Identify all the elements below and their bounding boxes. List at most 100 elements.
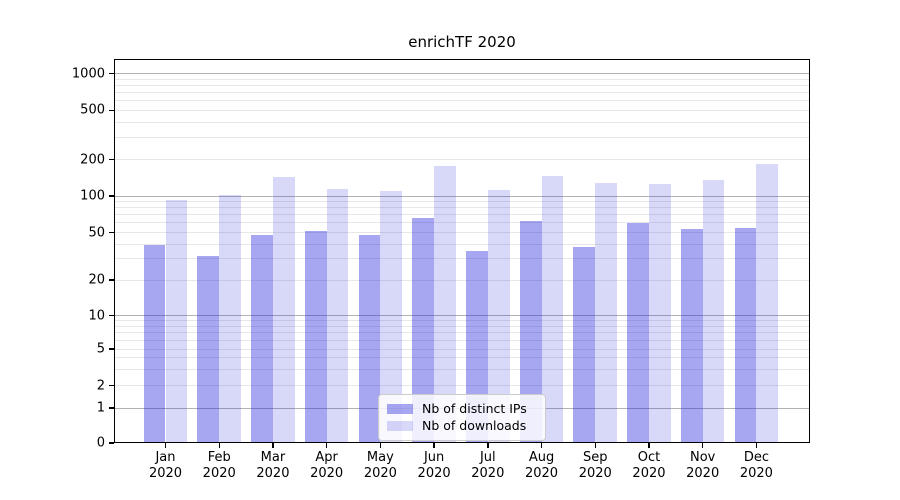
x-tick-label: Mar 2020 — [256, 450, 289, 482]
x-tick-year: 2020 — [363, 466, 397, 481]
gridline-major — [114, 195, 810, 197]
x-tick-month: Nov — [690, 450, 716, 465]
y-tick-mark — [109, 109, 114, 111]
bar-distinct-ips-sep — [573, 246, 596, 443]
y-tick-label: 10 — [88, 308, 105, 323]
x-tick-mark — [164, 443, 167, 448]
bar-distinct-ips-mar — [251, 234, 273, 443]
bar-distinct-ips-apr — [304, 231, 327, 443]
gridline-minor — [114, 207, 810, 209]
x-tick-month: Mar — [260, 450, 286, 465]
x-tick-mark — [218, 443, 220, 448]
bar-downloads-jul — [487, 189, 510, 443]
gridline-minor — [114, 214, 810, 216]
gridline-minor — [114, 243, 810, 245]
x-tick-year: 2020 — [471, 466, 505, 481]
gridline-minor — [114, 201, 810, 203]
gridline-minor — [114, 91, 810, 93]
x-tick-label: Apr 2020 — [310, 450, 343, 482]
gridline-minor — [114, 232, 810, 233]
gridline-minor — [114, 332, 810, 334]
x-tick-month: Sep — [582, 450, 608, 465]
bar-downloads-nov — [702, 180, 725, 443]
bar-downloads-jun — [434, 166, 456, 443]
gridline-minor — [114, 78, 810, 80]
y-tick-mark — [109, 158, 114, 161]
gridline-minor — [114, 279, 810, 281]
x-tick-year: 2020 — [632, 466, 666, 481]
gridline-minor — [114, 385, 810, 386]
gridline-minor — [114, 84, 810, 86]
legend-row-downloads: Nb of downloads — [387, 417, 537, 434]
x-tick-year: 2020 — [256, 466, 290, 481]
x-tick-label: Jun 2020 — [418, 450, 451, 482]
x-tick-month: Apr — [315, 450, 338, 465]
bar-downloads-aug — [541, 176, 564, 443]
x-tick-mark — [648, 443, 650, 448]
bar-distinct-ips-oct — [627, 222, 649, 443]
bar-downloads-dec — [756, 164, 779, 443]
chart-title: enrichTF 2020 — [408, 33, 516, 51]
y-tick-mark — [109, 384, 114, 387]
x-tick-year: 2020 — [686, 466, 720, 481]
gridline-minor — [114, 339, 810, 341]
bar-distinct-ips-jan — [143, 245, 166, 443]
x-tick-mark — [540, 443, 543, 448]
bar-distinct-ips-feb — [197, 255, 220, 443]
y-tick-label: 5 — [96, 341, 105, 357]
x-tick-year: 2020 — [417, 466, 451, 481]
y-tick-label: 20 — [88, 272, 105, 288]
y-tick-mark — [109, 279, 114, 281]
y-tick-label: 500 — [80, 102, 105, 118]
bar-distinct-ips-jun — [412, 217, 435, 443]
legend-label-downloads: Nb of downloads — [422, 418, 527, 433]
y-tick-label: 2 — [96, 378, 105, 393]
x-tick-label: Feb 2020 — [203, 450, 236, 482]
y-tick-label: 50 — [88, 225, 105, 240]
x-tick-label: Oct 2020 — [632, 450, 665, 482]
x-tick-year: 2020 — [310, 466, 344, 481]
y-tick-mark — [109, 407, 114, 409]
bar-downloads-apr — [326, 189, 349, 443]
legend-swatch-distinct-ips-icon — [387, 403, 413, 414]
x-tick-mark — [594, 443, 596, 448]
x-tick-mark — [755, 443, 758, 448]
x-tick-label: Jul 2020 — [471, 450, 504, 482]
x-tick-month: Oct — [637, 450, 661, 465]
x-tick-year: 2020 — [524, 466, 559, 481]
bar-downloads-may — [380, 190, 403, 443]
x-tick-mark — [272, 443, 274, 448]
bar-downloads-mar — [272, 176, 295, 443]
x-tick-mark — [487, 443, 489, 448]
x-tick-mark — [379, 443, 382, 448]
y-tick-label: 1 — [96, 400, 105, 416]
y-tick-label: 200 — [80, 152, 105, 167]
y-tick-mark — [109, 195, 114, 197]
bar-downloads-feb — [219, 194, 242, 443]
x-tick-mark — [325, 443, 328, 448]
x-tick-year: 2020 — [739, 466, 773, 481]
gridline-minor — [114, 320, 810, 322]
gridline-minor — [114, 137, 810, 139]
gridline-minor — [114, 109, 810, 111]
y-tick-mark — [109, 72, 114, 75]
bar-distinct-ips-nov — [680, 229, 703, 443]
x-tick-month: Jun — [423, 450, 445, 465]
x-tick-label: Aug 2020 — [525, 450, 558, 482]
y-tick-mark — [109, 231, 114, 234]
x-tick-month: Jul — [479, 450, 496, 465]
gridline-minor — [114, 368, 810, 370]
gridline-minor — [114, 121, 810, 123]
x-tick-label: Sep 2020 — [579, 450, 612, 482]
x-tick-month: Feb — [207, 450, 231, 465]
bar-distinct-ips-may — [358, 234, 381, 443]
gridline-minor — [114, 348, 810, 350]
plot-area: 0 1 2 5 10 20 50 100 200 500 1000 Jan 2020 Feb 2020 Mar… — [72, 59, 810, 481]
gridline-minor — [114, 159, 810, 160]
y-tick-label: 1000 — [71, 66, 105, 81]
legend: Nb of distinct IPs Nb of downloads — [378, 394, 546, 441]
bar-distinct-ips-aug — [519, 221, 542, 443]
x-tick-label: Nov 2020 — [686, 450, 719, 482]
x-tick-month: Dec — [743, 450, 769, 465]
